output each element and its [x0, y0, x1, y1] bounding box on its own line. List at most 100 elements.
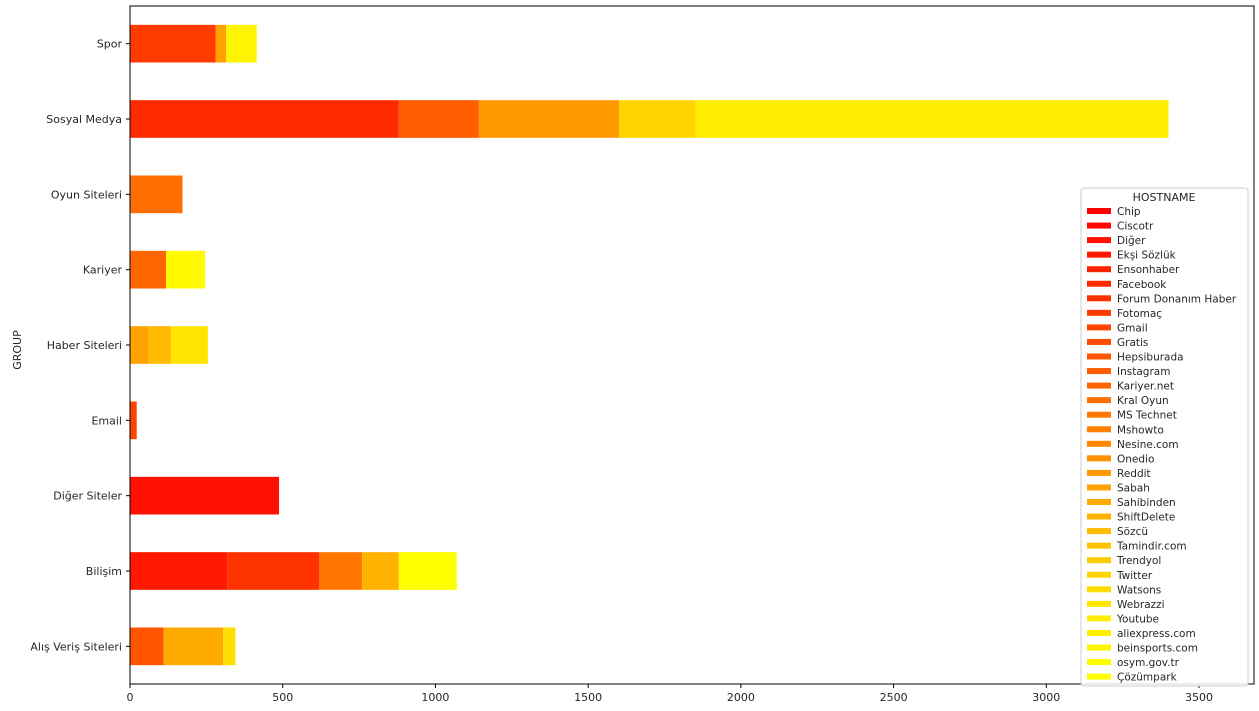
legend-items: Chip Ciscotr Diğer Ekşi Sözlük Ensonhaber Fac… — [1087, 206, 1237, 684]
legend-label: Twitter — [1116, 570, 1153, 582]
legend-swatch — [1087, 673, 1111, 680]
legend-label: Onedio — [1117, 453, 1154, 465]
legend-swatch — [1087, 397, 1111, 404]
legend-label: Tamindir.com — [1116, 541, 1187, 553]
bar-sosyal-medya-facebook — [130, 100, 399, 138]
legend-swatch — [1087, 528, 1111, 535]
bar-kariyer-kariyer-net — [130, 250, 167, 289]
legend-label: Çözümpark — [1117, 672, 1178, 684]
bars-layer — [130, 24, 1169, 666]
x-tick-label: 0 — [127, 691, 134, 704]
legend-swatch — [1087, 324, 1111, 331]
legend-label: Ensonhaber — [1117, 264, 1180, 276]
legend-label: Chip — [1117, 206, 1141, 218]
legend-swatch — [1087, 615, 1111, 622]
legend-swatch — [1087, 571, 1111, 578]
legend-swatch — [1087, 208, 1111, 214]
x-tick-label: 3500 — [1185, 691, 1213, 704]
legend-label: Fotomaç — [1117, 308, 1162, 320]
legend-label: Watsons — [1117, 584, 1161, 596]
bar-haber-siteleri-webrazzi — [171, 326, 208, 364]
y-tick-label: Email — [91, 414, 122, 427]
x-axis: 0 500 1000 1500 2000 2500 3000 3500 — [127, 684, 1213, 704]
legend-swatch — [1087, 542, 1111, 549]
legend-swatch — [1087, 280, 1111, 287]
bar-sosyal-medya-youtube — [695, 100, 1169, 138]
bar-oyun-siteleri-kral-oyun — [130, 175, 183, 214]
legend-swatch — [1087, 382, 1111, 389]
legend-swatch — [1087, 629, 1111, 636]
legend-swatch — [1087, 426, 1111, 433]
legend-label: Forum Donanım Haber — [1117, 293, 1237, 305]
legend-swatch — [1087, 513, 1111, 520]
bar-kariyer-osym-gov-tr — [166, 250, 206, 289]
y-axis: Spor Sosyal Medya Oyun Siteleri Kariyer Habe… — [30, 38, 130, 653]
y-tick-label: Spor — [97, 38, 123, 51]
x-tick-label: 1000 — [421, 691, 449, 704]
x-tick-label: 3000 — [1032, 691, 1060, 704]
legend-swatch — [1087, 338, 1111, 345]
legend: HOSTNAME Chip Ciscotr Diğer Ekşi Sözlük Enso… — [1080, 187, 1249, 687]
legend-label: Youtube — [1116, 613, 1159, 625]
legend-label: MS Technet — [1117, 410, 1177, 422]
legend-title: HOSTNAME — [1133, 191, 1196, 204]
bar-al-s-veris-siteleri-watsons — [223, 627, 236, 666]
legend-label: ShiftDelete — [1117, 512, 1175, 524]
bar-sosyal-medya-reddit — [478, 100, 620, 138]
legend-box — [1080, 187, 1249, 687]
legend-label: Kral Oyun — [1117, 395, 1169, 407]
legend-swatch — [1087, 222, 1111, 229]
legend-swatch — [1087, 586, 1111, 593]
bar-bilisim-ms-technet — [319, 552, 363, 590]
bar-bilisim-forum-donan-m-haber — [227, 552, 320, 590]
legend-swatch — [1087, 440, 1111, 447]
legend-label: Ekşi Sözlük — [1117, 250, 1177, 262]
bar-bilisim-shiftdelete — [362, 552, 399, 590]
legend-swatch — [1087, 368, 1111, 375]
legend-label: Kariyer.net — [1117, 381, 1174, 393]
legend-label: Facebook — [1117, 279, 1167, 291]
x-tick-label: 1500 — [574, 691, 602, 704]
legend-label: Gmail — [1117, 322, 1148, 334]
y-tick-label: Kariyer — [83, 264, 123, 277]
legend-swatch — [1087, 266, 1111, 273]
legend-swatch — [1087, 411, 1111, 418]
legend-label: Webrazzi — [1117, 599, 1165, 611]
legend-label: Sabah — [1117, 482, 1150, 494]
y-tick-label: Diğer Siteler — [53, 490, 122, 503]
legend-swatch — [1087, 499, 1111, 505]
bar-bilisim-eksi-sozluk — [130, 552, 228, 590]
legend-swatch — [1087, 644, 1111, 651]
bar-spor-beinsports-com — [226, 24, 257, 63]
legend-label: Sahibinden — [1117, 497, 1176, 509]
bar-diger-siteler-diger — [130, 476, 280, 515]
legend-swatch — [1087, 353, 1111, 360]
legend-label: Instagram — [1117, 366, 1170, 378]
y-tick-label: Sosyal Medya — [46, 113, 122, 126]
legend-swatch — [1087, 455, 1111, 462]
legend-swatch — [1087, 237, 1111, 244]
x-tick-label: 500 — [272, 691, 293, 704]
legend-swatch — [1087, 600, 1111, 607]
bar-sosyal-medya-instagram — [398, 100, 479, 138]
bar-spor-fotomac — [130, 24, 216, 63]
y-tick-label: Oyun Siteleri — [51, 188, 122, 201]
legend-label: Hepsiburada — [1117, 352, 1184, 364]
legend-label: Trendyol — [1116, 555, 1161, 567]
legend-label: Sözcü — [1117, 526, 1148, 538]
legend-label: Mshowto — [1117, 424, 1164, 436]
legend-label: Nesine.com — [1117, 439, 1179, 451]
legend-label: Gratis — [1117, 337, 1148, 349]
legend-swatch — [1087, 309, 1111, 316]
legend-swatch — [1087, 469, 1111, 476]
legend-label: aliexpress.com — [1117, 628, 1196, 640]
legend-swatch — [1087, 557, 1111, 564]
bar-haber-siteleri-sozcu — [148, 326, 172, 364]
legend-swatch — [1087, 251, 1111, 258]
legend-label: beinsports.com — [1117, 643, 1198, 655]
bar-email-gmail — [130, 401, 137, 440]
legend-label: osym.gov.tr — [1117, 657, 1180, 669]
y-tick-label: Bilişim — [86, 565, 122, 578]
bar-spor-sabah — [215, 24, 227, 63]
